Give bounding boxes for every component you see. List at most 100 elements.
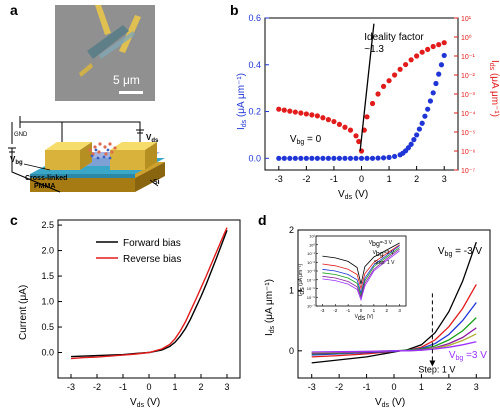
chart-c-ytick-label: 2.0	[41, 246, 54, 256]
chart-b-point-blue	[408, 141, 414, 147]
chart-b-ytick-right-label: 10⁻¹	[461, 54, 475, 61]
chart-b-point-blue	[405, 145, 411, 151]
panel-b-label: b	[230, 2, 239, 18]
inset-xtick-label: -2	[333, 308, 337, 313]
chart-c-legend-label: Forward bias	[123, 238, 181, 249]
chart-b-point-blue	[430, 90, 436, 96]
inset-ytick-label: 10⁻²	[307, 260, 316, 265]
chart-b-point-red	[336, 121, 343, 127]
chart-b-point-red	[430, 43, 436, 50]
chart-b-point-red	[386, 78, 392, 84]
chart-d-ylabel: Ids (μA μm⁻¹)	[264, 279, 276, 336]
chart-b-point-blue	[325, 155, 332, 161]
chart-b-point-red	[380, 83, 387, 89]
chart-b-point-blue	[281, 155, 287, 161]
chart-b-point-blue	[347, 155, 354, 161]
chart-b-point-blue	[425, 106, 431, 112]
chart-d: -3 -2 -1 0 1 2 3 0 1 2 Vds (V) Ids (μA μm⁻¹) Step: 1…	[264, 225, 491, 409]
chart-b-annotation-line1: Ideality factor	[364, 32, 424, 43]
chart-b-point-blue	[427, 98, 434, 104]
chart-b-point-red	[298, 110, 304, 116]
chart-b-point-blue	[292, 155, 298, 161]
chart-b-ylabel-left: Ids (μA μm⁻¹)	[236, 73, 248, 130]
chart-b-point-red	[342, 124, 348, 130]
chart-b-point-blue	[364, 155, 370, 161]
chart-b-point-blue	[441, 52, 447, 59]
chart-b-ytick-left-label: 0.6	[248, 13, 261, 23]
chart-b-ytick-right-label: 10⁻⁶	[461, 149, 475, 156]
chart-b-ytick-right-label: 10⁻²	[461, 73, 475, 80]
panel-c-label: c	[10, 212, 18, 228]
chart-b-point-blue	[369, 155, 376, 161]
chart-c-xtick-label: 1	[172, 382, 177, 392]
inset-series-line	[322, 247, 400, 297]
inset-ytick-label: 10⁻⁷	[307, 304, 316, 309]
chart-b-ytick-right-label: 10⁰	[461, 34, 472, 42]
chart-b-ytick-right-label: 10⁻³	[461, 92, 475, 99]
chart-b-ytick-left-label: 0.4	[248, 60, 261, 70]
chart-d-label-top: Vbg = -3 V	[438, 246, 483, 258]
panel-d-label: d	[258, 212, 267, 228]
chart-d-xtick-label: -2	[335, 382, 343, 392]
inset-series-line	[322, 248, 400, 299]
chart-b-annotation-line2: ~1.3	[364, 44, 384, 55]
chart-b-point-red	[276, 106, 282, 112]
chart-c-xtick-label: -2	[93, 382, 101, 392]
chart-c-ytick-label: 0.5	[41, 322, 54, 332]
chart-b-point-blue	[358, 155, 365, 161]
chart-b-point-red	[397, 66, 403, 72]
chart-d-step-label: Step: 1 V	[418, 365, 455, 375]
chart-d-ytick-label: 1	[289, 285, 294, 295]
chart-b-point-red	[325, 117, 332, 123]
chart-c: -3 -2 -1 0 1 2 3 0.0 0.5 1.0 1.5 2.0 2.5 Vds (V) Curre…	[18, 219, 241, 409]
chart-b-ytick-right-label: 10⁻⁷	[461, 168, 475, 175]
chart-b-ytick-left-label: 0.2	[248, 107, 261, 117]
chart-d-xtick-label: 0	[391, 382, 396, 392]
chart-c-xtick-label: 3	[224, 382, 229, 392]
panel-c: c -3 -2 -1 0 1 2 3 0.0 0.5 1.0 1.5 2.0 2.5 Vds (V) Cur…	[0, 208, 250, 413]
chart-b-point-blue	[436, 71, 442, 77]
chart-b-point-red	[364, 114, 370, 120]
chart-b-point-red	[347, 127, 354, 133]
chart-b-point-red	[369, 100, 376, 107]
chart-c-xlabel: Vds (V)	[130, 397, 160, 409]
chart-b-point-red	[403, 61, 409, 68]
chart-d-arrow-head	[429, 360, 436, 367]
scale-bar	[119, 91, 143, 94]
chart-b: -3 -2 -1 0 1 2 3 0.0 0.2 0.4 0.6 10⁻⁷ 10⁻⁶ 10⁻⁵ 10⁻⁴ 10…	[236, 13, 500, 201]
chart-b-point-blue	[438, 62, 445, 68]
chart-b-ytick-right-label: 10¹	[461, 16, 472, 23]
chart-c-xtick-label: 2	[198, 382, 203, 392]
chart-b-point-red	[287, 108, 293, 114]
inset-ytick-label: 10⁰	[309, 242, 315, 247]
chart-c-legend-label: Reverse bias	[123, 254, 181, 265]
vbg-label: Vbg	[10, 155, 23, 166]
chart-c-ylabel: Current (μA)	[18, 285, 29, 340]
chart-c-xtick-label: -1	[119, 382, 127, 392]
chart-b-condition: Vbg = 0	[290, 134, 322, 146]
inset-xtick-label: 2	[385, 308, 388, 313]
chart-b-point-blue	[331, 155, 337, 161]
microscope-image-art	[55, 5, 155, 101]
chart-b-point-blue	[287, 155, 293, 161]
si-label: Si	[153, 179, 160, 186]
chart-c-ytick-label: 1.0	[41, 297, 54, 307]
chart-d-xtick-label: -3	[308, 382, 316, 392]
chart-b-point-blue	[353, 155, 359, 161]
chart-b-point-red	[441, 40, 447, 46]
chart-b-ytick-right-label: 10⁻⁴	[461, 111, 476, 118]
chart-b-ylabel-right: Ids (μA μm⁻¹)	[488, 60, 500, 117]
chart-b-point-red	[408, 57, 414, 63]
chart-b-point-blue	[380, 155, 387, 161]
chart-b-point-blue	[375, 155, 381, 161]
inset-ylabel: Ids (μA μm⁻¹)	[298, 263, 306, 296]
chart-b-point-red	[391, 72, 398, 78]
chart-b-point-red	[375, 91, 381, 97]
chart-d-ytick-label: 0	[289, 346, 294, 356]
chart-d-label-bottom: Vbg =3 V	[449, 350, 487, 362]
chart-b-xtick-label: 3	[442, 174, 447, 184]
chart-b-point-red	[414, 53, 420, 59]
chart-b-point-blue	[336, 155, 343, 161]
chart-b-point-red	[303, 111, 309, 117]
chart-b-xtick-label: -2	[302, 174, 310, 184]
